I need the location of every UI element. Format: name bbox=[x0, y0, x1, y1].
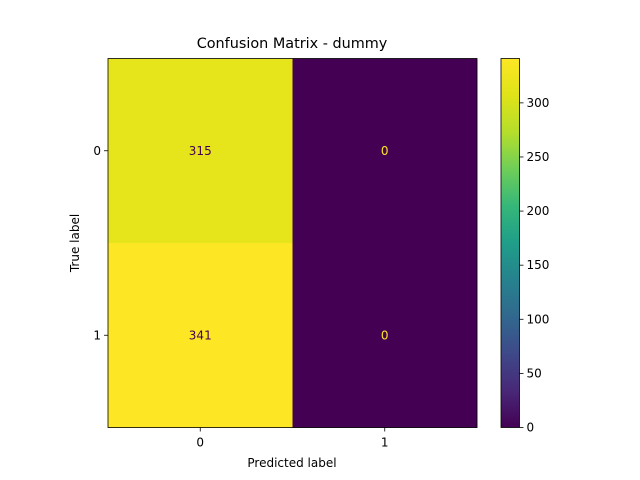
colorbar-ticks: 0 50 100 150 200 250 300 bbox=[519, 96, 550, 435]
colorbar-tick-label: 150 bbox=[527, 258, 550, 272]
cell-value-label: 315 bbox=[189, 144, 212, 158]
x-tick-label: 1 bbox=[381, 436, 389, 450]
x-axis-label: Predicted label bbox=[247, 456, 336, 470]
colorbar-tick-label: 250 bbox=[527, 150, 550, 164]
colorbar-tick-label: 50 bbox=[527, 366, 542, 380]
x-tick-label: 0 bbox=[196, 436, 204, 450]
matrix-cell bbox=[292, 243, 478, 428]
colorbar-tick-label: 0 bbox=[527, 421, 535, 435]
chart-title: Confusion Matrix - dummy bbox=[197, 36, 388, 52]
plot-frame bbox=[107, 58, 478, 428]
y-tick-label: 0 bbox=[93, 144, 101, 158]
colorbar-tick-label: 100 bbox=[527, 312, 550, 326]
cell-value-label: 341 bbox=[189, 328, 212, 342]
matrix-cell-labels: 315 0 341 0 bbox=[189, 144, 389, 343]
colorbar bbox=[500, 58, 520, 428]
matrix-cell bbox=[108, 58, 293, 244]
y-tick-label: 1 bbox=[93, 328, 101, 342]
colorbar-tick-label: 200 bbox=[527, 204, 550, 218]
cell-value-label: 0 bbox=[381, 144, 389, 158]
cell-value-label: 0 bbox=[381, 328, 389, 342]
matrix-cell bbox=[108, 243, 293, 428]
matrix-cell bbox=[292, 58, 478, 244]
y-axis-label: True label bbox=[68, 214, 82, 273]
matrix-cells bbox=[108, 58, 478, 428]
y-axis-ticks: 01 bbox=[93, 144, 108, 342]
colorbar-tick-label: 300 bbox=[527, 96, 550, 110]
